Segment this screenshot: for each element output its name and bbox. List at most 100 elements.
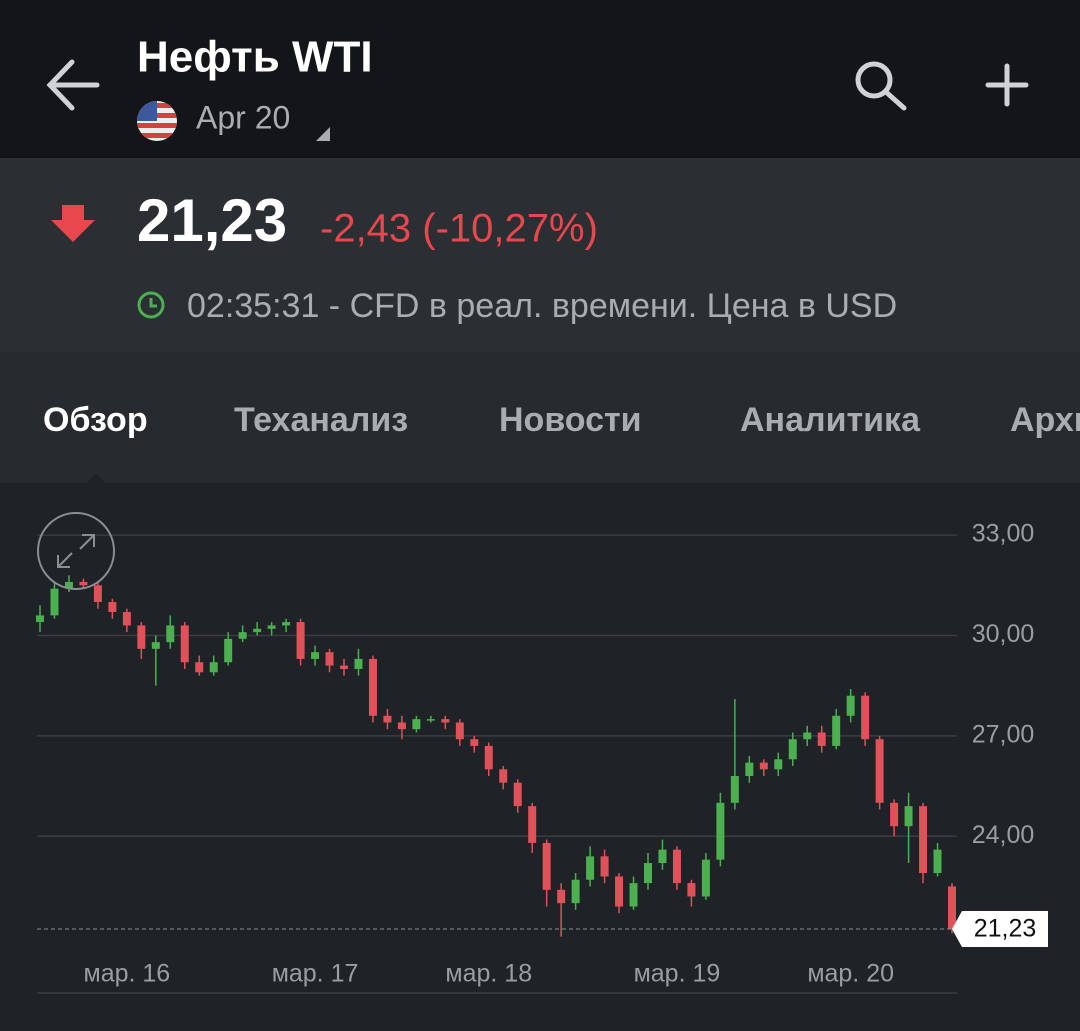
candle-body xyxy=(615,876,624,907)
search-button[interactable] xyxy=(855,61,907,111)
x-tick-label: мар. 17 xyxy=(272,960,359,988)
candle-body xyxy=(426,719,435,721)
candle-body xyxy=(716,802,725,860)
quote-time: 02:35:31 - CFD в реал. времени. Цена в U… xyxy=(187,287,897,325)
candle-body xyxy=(861,695,870,740)
candle-body xyxy=(209,662,218,673)
candle-body xyxy=(383,715,392,723)
candle-body xyxy=(108,602,117,613)
x-tick-label: мар. 20 xyxy=(807,960,894,988)
candle-body xyxy=(890,802,899,827)
tab-bar xyxy=(0,352,1080,483)
candle-body xyxy=(629,883,638,907)
candle-body xyxy=(122,612,131,626)
tab[interactable]: Новости xyxy=(499,401,642,439)
candle-body xyxy=(557,889,566,904)
x-tick-label: мар. 16 xyxy=(84,960,171,988)
expand-button[interactable] xyxy=(37,512,115,590)
chart-panel xyxy=(0,483,1080,1031)
candle-body xyxy=(745,762,754,777)
candle-body xyxy=(571,879,580,904)
x-tick-label: мар. 18 xyxy=(445,960,532,988)
candle-body xyxy=(137,625,146,649)
title: Нефть WTI xyxy=(137,33,373,82)
candle-body xyxy=(296,622,305,659)
candle-body xyxy=(93,585,102,603)
back-button[interactable] xyxy=(46,59,100,111)
candle-body xyxy=(166,625,175,643)
contract-selector[interactable]: Apr 20 xyxy=(196,99,290,135)
candle-body xyxy=(513,782,522,807)
candle-body xyxy=(282,622,291,626)
candle-body xyxy=(658,849,667,864)
candle-body xyxy=(455,722,464,740)
candle-body xyxy=(774,759,783,770)
candle-body xyxy=(919,806,928,874)
candle-body xyxy=(499,769,508,783)
candle-body xyxy=(195,662,204,673)
y-tick-label: 30,00 xyxy=(972,620,1035,648)
clock-icon xyxy=(137,291,165,319)
candle-body xyxy=(412,719,421,730)
candle-body xyxy=(368,658,377,716)
candle-body xyxy=(340,665,348,669)
candle-body xyxy=(238,632,247,639)
dropdown-indicator xyxy=(316,127,330,141)
price-change: -2,43 (-10,27%) xyxy=(320,207,598,251)
candle-body xyxy=(948,886,956,929)
candle-body xyxy=(528,806,537,843)
candle-body xyxy=(325,652,334,666)
candle-body xyxy=(832,715,841,746)
candle-body xyxy=(180,625,189,663)
candle-body xyxy=(846,695,855,716)
last-price: 21,23 xyxy=(137,187,287,254)
candle-body xyxy=(933,849,942,874)
candle-body xyxy=(267,625,276,629)
candle-body xyxy=(470,739,479,746)
candle-body xyxy=(788,739,797,760)
x-tick-label: мар. 19 xyxy=(634,960,721,988)
candle-body xyxy=(253,628,262,633)
candle-body xyxy=(50,588,59,616)
tab[interactable]: Аналитика xyxy=(740,401,921,439)
candle-body xyxy=(701,859,710,897)
quote-panel xyxy=(0,158,1080,352)
chart: 24,00 27,00 30,00 33,00 мар. 16 мар. 17 мар. 1… xyxy=(36,520,1048,988)
last-price-tag xyxy=(952,910,1048,947)
candle-body xyxy=(484,745,493,770)
y-tick-label: 33,00 xyxy=(972,520,1035,548)
y-tick-label: 27,00 xyxy=(972,720,1035,748)
candle-body xyxy=(64,581,73,589)
candle-body xyxy=(759,762,768,770)
candle-body xyxy=(687,883,696,897)
candle-body xyxy=(817,732,826,746)
candle-body xyxy=(803,732,812,740)
candle-body xyxy=(644,863,652,884)
candle-body xyxy=(397,722,406,730)
y-tick-label: 24,00 xyxy=(972,821,1035,849)
candle-body xyxy=(875,739,884,803)
candle-body xyxy=(36,615,44,623)
flag-icon xyxy=(137,101,177,141)
down-arrow-icon xyxy=(51,205,95,242)
candle-body xyxy=(224,638,233,663)
candle-body xyxy=(542,842,551,890)
candle-body xyxy=(354,658,363,669)
add-button[interactable] xyxy=(985,63,1029,107)
candle-body xyxy=(904,806,913,827)
tab-indicator xyxy=(86,473,106,483)
candle-body xyxy=(672,849,681,884)
tab[interactable]: Теханализ xyxy=(234,401,408,439)
tab[interactable]: Обзор xyxy=(43,401,148,439)
candle-body xyxy=(79,581,88,586)
candle-body xyxy=(730,776,739,803)
candle-body xyxy=(151,642,160,649)
candle-body xyxy=(586,856,595,880)
tab[interactable]: Архив xyxy=(1010,401,1080,439)
candle-body xyxy=(311,652,320,659)
app-bar xyxy=(0,0,1080,158)
candle-body xyxy=(600,856,609,877)
candle-body xyxy=(441,719,450,723)
